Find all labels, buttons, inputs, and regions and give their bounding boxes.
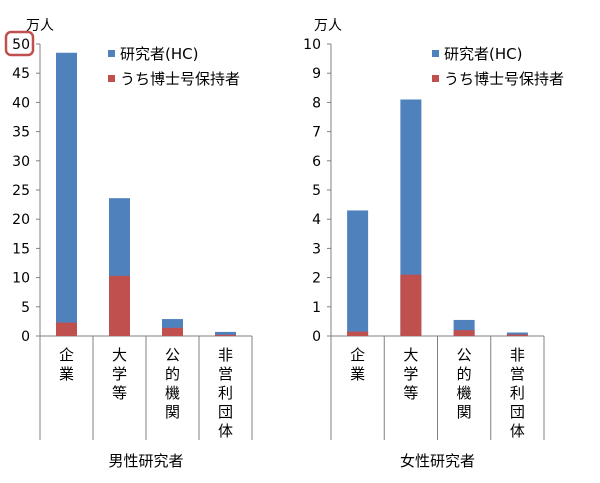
female-y-tick-label-10: 10	[303, 37, 321, 53]
male-category-label-0: 企業	[59, 346, 74, 383]
male-legend-label-0: 研究者(HC)	[120, 45, 198, 63]
female-legend-swatch-1	[432, 75, 439, 82]
male-y-tick-label-45: 45	[12, 66, 30, 82]
male-category-label-3: 非営利団体	[218, 346, 233, 440]
male-y-tick-label-15: 15	[12, 241, 30, 257]
female-y-tick-label-5: 5	[312, 183, 321, 199]
male-bar-phd-1	[109, 275, 130, 336]
female-y-tick-label-0: 0	[312, 329, 321, 345]
female-legend-swatch-0	[432, 50, 439, 57]
male-y-tick-label-50: 50	[12, 37, 30, 53]
male-category-label-1: 大学等	[112, 346, 127, 402]
female-y-tick-label-1: 1	[312, 300, 321, 316]
male-y-tick-label-0: 0	[21, 329, 30, 345]
female-category-label-3: 非営利団体	[510, 346, 525, 440]
female-y-tick-label-9: 9	[312, 66, 321, 82]
male-bar-phd-3	[215, 334, 236, 336]
male-bar-hc-3	[215, 331, 236, 336]
female-y-tick-label-8: 8	[312, 95, 321, 111]
female-category-label-1: 大学等	[403, 346, 418, 402]
female-chart-title: 女性研究者	[400, 452, 475, 470]
male-chart-title: 男性研究者	[108, 452, 183, 470]
female-bar-phd-0	[347, 331, 369, 336]
male-y-tick-label-40: 40	[12, 95, 30, 111]
female-y-tick-label-2: 2	[312, 271, 321, 287]
male-y-tick-label-35: 35	[12, 125, 30, 141]
female-category-label-2: 公的機関	[457, 346, 472, 421]
male-y-tick-label-25: 25	[12, 183, 30, 199]
female-bar-hc-3	[506, 332, 528, 336]
male-legend-swatch-1	[108, 75, 115, 82]
female-y-tick-label-6: 6	[312, 154, 321, 170]
female-bar-phd-3	[506, 334, 528, 336]
male-legend-label-1: うち博士号保持者	[120, 70, 240, 88]
male-bar-hc-0	[56, 52, 77, 336]
male-y-tick-label-30: 30	[12, 154, 30, 170]
male-category-label-2: 公的機関	[165, 346, 180, 421]
female-unit-label: 万人	[314, 18, 342, 34]
female-y-tick-label-7: 7	[312, 125, 321, 141]
male-y-tick-highlight	[4, 30, 35, 57]
male-y-tick-label-20: 20	[12, 212, 30, 228]
male-y-tick-label-5: 5	[21, 300, 30, 316]
female-y-tick-label-4: 4	[312, 212, 321, 228]
female-y-tick-label-3: 3	[312, 241, 321, 257]
female-legend-label-0: 研究者(HC)	[444, 45, 522, 63]
female-legend-label-1: うち博士号保持者	[444, 70, 564, 88]
male-y-tick-label-10: 10	[12, 271, 30, 287]
male-unit-label: 万人	[26, 18, 54, 34]
female-category-label-0: 企業	[350, 346, 365, 383]
male-bar-phd-2	[162, 327, 183, 336]
female-bar-phd-2	[453, 330, 475, 336]
male-legend-swatch-0	[108, 50, 115, 57]
female-bar-phd-1	[400, 274, 422, 336]
female-bar-hc-0	[347, 210, 369, 336]
male-bar-phd-0	[56, 322, 77, 336]
